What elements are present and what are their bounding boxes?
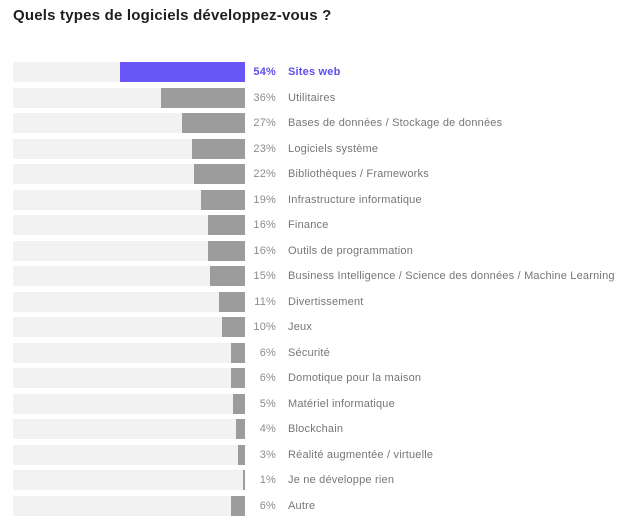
bar-label: Sites web (288, 66, 341, 78)
bar-value: 10% (253, 321, 276, 333)
bar-value: 22% (253, 168, 276, 180)
bar-fill (210, 266, 245, 286)
bar-fill (242, 470, 245, 490)
bar-label: Matériel informatique (288, 397, 395, 410)
bar-track (13, 317, 245, 337)
chart-row: 54% Sites web (13, 62, 617, 82)
bar-fill (221, 317, 245, 337)
bar-value: 54% (253, 66, 276, 78)
bar-label: Business Intelligence / Science des donn… (288, 270, 615, 282)
bar-label: Logiciels système (288, 142, 379, 155)
bar-value: 16% (253, 219, 276, 231)
chart-row: 6% Sécurité (13, 342, 617, 363)
bar-value: 3% (259, 448, 276, 461)
bar-track (13, 368, 245, 388)
bar-value: 23% (253, 142, 276, 155)
bar-value: 11% (254, 295, 276, 308)
bar-track (13, 342, 245, 363)
chart-title: Quels types de logiciels développez-vous… (13, 7, 332, 24)
bar-value: 1% (259, 474, 276, 486)
bar-value: 36% (253, 91, 276, 104)
chart-row: 19% Infrastructure informatique (13, 189, 617, 210)
bar-label: Infrastructure informatique (288, 193, 422, 206)
bar-track (13, 164, 245, 184)
bar-track (13, 215, 245, 235)
chart-row: 27% Bases de données / Stockage de donné… (13, 113, 617, 133)
bar-label: Blockchain (288, 423, 344, 435)
bar-fill (191, 138, 245, 159)
bar-fill (238, 444, 245, 465)
chart-row: 5% Matériel informatique (13, 393, 617, 414)
bar-fill (207, 240, 245, 261)
bar-label: Sécurité (288, 346, 330, 359)
bar-label: Autre (288, 499, 316, 512)
bar-track (13, 62, 245, 82)
bar-value: 15% (253, 270, 276, 282)
bar-fill (200, 189, 245, 210)
bar-fill (233, 393, 245, 414)
chart-row: 1% Je ne développe rien (13, 470, 617, 490)
chart-row: 4% Blockchain (13, 419, 617, 439)
bar-value: 6% (259, 346, 276, 359)
bar-fill (231, 342, 245, 363)
bar-label: Finance (288, 219, 329, 231)
bar-fill (182, 113, 245, 133)
bar-label: Réalité augmentée / virtuelle (288, 448, 434, 461)
bar-fill (207, 215, 245, 235)
bar-track (13, 266, 245, 286)
bar-track (13, 444, 245, 465)
bar-label: Outils de programmation (288, 244, 414, 257)
bar-fill (193, 164, 245, 184)
bar-value: 19% (253, 193, 276, 206)
chart-row: 36% Utilitaires (13, 87, 617, 108)
bar-value: 27% (253, 117, 276, 129)
bar-label: Divertissement (288, 295, 364, 308)
chart-row: 6% Domotique pour la maison (13, 368, 617, 388)
bar-fill (231, 495, 245, 516)
bar-track (13, 495, 245, 516)
bar-track (13, 240, 245, 261)
chart-row: 6% Autre (13, 495, 617, 516)
bar-fill (161, 87, 245, 108)
bar-value: 5% (259, 397, 276, 410)
bar-label: Utilitaires (288, 91, 336, 104)
bar-label: Je ne développe rien (288, 474, 395, 486)
chart-row: 22% Bibliothèques / Frameworks (13, 164, 617, 184)
bar-fill (231, 368, 245, 388)
bar-track (13, 470, 245, 490)
bar-track (13, 419, 245, 439)
chart-row: 15% Business Intelligence / Science des … (13, 266, 617, 286)
bar-fill (119, 62, 245, 82)
bar-track (13, 189, 245, 210)
bar-track (13, 393, 245, 414)
bar-fill (235, 419, 245, 439)
survey-results-panel: Quels types de logiciels développez-vous… (13, 7, 617, 516)
chart-row: 23% Logiciels système (13, 138, 617, 159)
bar-label: Bibliothèques / Frameworks (288, 168, 429, 180)
bar-chart: 54% Sites web 36% Utilitaires 27% Bases … (13, 62, 617, 516)
bar-value: 16% (253, 244, 276, 257)
chart-row: 16% Outils de programmation (13, 240, 617, 261)
bar-fill (219, 291, 245, 312)
chart-row: 11% Divertissement (13, 291, 617, 312)
bar-track (13, 138, 245, 159)
chart-row: 10% Jeux (13, 317, 617, 337)
bar-track (13, 87, 245, 108)
bar-value: 6% (259, 372, 276, 384)
chart-row: 3% Réalité augmentée / virtuelle (13, 444, 617, 465)
bar-track (13, 291, 245, 312)
bar-track (13, 113, 245, 133)
bar-label: Jeux (288, 321, 313, 333)
bar-value: 4% (259, 423, 276, 435)
bar-value: 6% (259, 499, 276, 512)
bar-label: Bases de données / Stockage de données (288, 117, 503, 129)
chart-row: 16% Finance (13, 215, 617, 235)
bar-label: Domotique pour la maison (288, 372, 422, 384)
